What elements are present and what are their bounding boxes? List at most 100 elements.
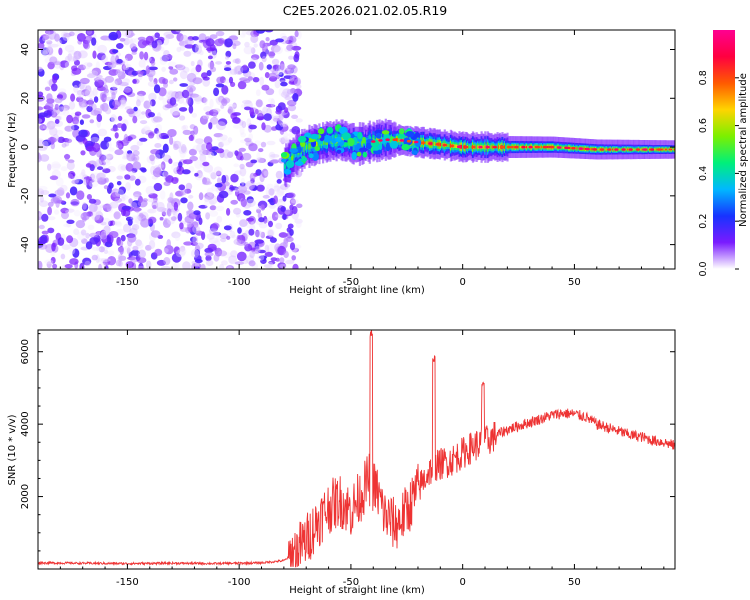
spectrogram-noise-blob (268, 204, 276, 209)
spectrogram-noise-blob (208, 169, 214, 175)
spectrogram-noise-blob (203, 164, 214, 173)
spectrogram-noise-blob (206, 233, 215, 240)
spectrogram-noise-blob (111, 91, 116, 100)
figure-title: C2E5.2026.021.02.05.R19 (283, 3, 448, 18)
spectrogram-noise-blob (241, 120, 247, 129)
spectrogram-noise-blob (74, 59, 80, 66)
snr-frame (37, 329, 676, 570)
spectrogram-signal-blob (405, 131, 415, 138)
spectrogram-signal-cell (309, 143, 312, 149)
spectrogram-noise-blob (89, 232, 99, 238)
spectrogram-noise-blob (286, 44, 294, 51)
spectrogram-noise-blob (180, 245, 186, 252)
spectrogram-signal-blob (326, 126, 334, 134)
spectrogram-noise-blob (61, 143, 67, 148)
spectrogram-signal-cell (625, 148, 628, 151)
spectrogram-noise-blob (137, 39, 147, 49)
spectrogram-noise-blob (268, 50, 275, 59)
spectrogram-noise-blob (198, 149, 207, 156)
spectrogram-noise-blob (38, 138, 44, 144)
spectrogram-noise-blob (190, 241, 198, 246)
spectrogram-noise-blob (154, 127, 159, 134)
spectrogram-noise-blob (247, 76, 253, 81)
spectrogram-signal-cell (411, 139, 414, 144)
spectrogram-xlabel: Height of straight line (km) (289, 285, 425, 296)
spectrogram-noise-blob (47, 227, 55, 234)
spectrogram-noise-blob (140, 120, 148, 125)
spectrogram-noise-blob (92, 142, 101, 153)
spectrogram-noise-blob (226, 151, 234, 158)
spectrogram-noise-blob (224, 38, 233, 48)
spectrogram-noise-blob (68, 101, 76, 110)
spectrogram-noise-blob (161, 265, 171, 269)
spectrogram-noise-blob (211, 230, 220, 236)
spectrogram-noise-blob (204, 198, 210, 208)
spectrogram-noise-blob (181, 125, 187, 131)
spectrogram-noise-blob (78, 99, 85, 109)
spectrogram-noise-blob (175, 30, 186, 33)
spectrogram-noise-blob (188, 105, 194, 114)
spectrogram-noise-blob (65, 209, 73, 214)
spectrogram-signal-cell (323, 140, 326, 145)
spectrogram-signal-blob (335, 136, 342, 143)
spectrogram-noise-blob (75, 220, 86, 229)
spectrogram-noise-blob (233, 163, 239, 168)
spectrogram-noise-blob (179, 83, 188, 87)
spectrogram-noise-blob (46, 93, 53, 101)
spectrogram-noise-blob (148, 73, 154, 82)
spectrogram-noise-blob (76, 33, 86, 42)
spectrogram-noise-blob (191, 112, 197, 118)
spectrogram-noise-blob (80, 77, 90, 85)
spectrogram-noise-blob (42, 140, 49, 149)
colorbar-gradient (713, 30, 735, 269)
spectrogram-signal-blob (289, 148, 299, 154)
spectrogram-noise-blob (175, 234, 180, 242)
spectrogram-noise-blob (165, 54, 173, 60)
spectrogram-noise-blob (172, 111, 181, 118)
spectrogram-noise-blob (88, 98, 94, 108)
spectrogram-noise-blob (239, 119, 244, 126)
spectrogram-signal-blob (342, 132, 351, 141)
spectrogram-noise-blob (133, 193, 140, 200)
spectrogram-noise-blob (190, 236, 197, 243)
spectrogram-noise-blob (293, 78, 301, 86)
spectrogram-noise-blob (121, 195, 129, 200)
spectrogram-noise-blob (171, 231, 181, 239)
spectrogram-signal-cell (307, 144, 310, 149)
spectrogram-noise-blob (55, 177, 64, 187)
spectrogram-noise-blob (66, 114, 73, 124)
spectrogram-noise-blob (73, 84, 79, 93)
spectrogram-noise-blob (166, 239, 171, 249)
spectrogram-signal-cell (583, 147, 586, 150)
spectrogram-signal-cell (433, 141, 436, 146)
spectrogram-noise-blob (47, 206, 52, 216)
spectrogram-noise-blob (107, 250, 115, 256)
spectrogram-noise-blob (273, 185, 281, 192)
spectrogram-signal-cell (397, 138, 400, 142)
spectrogram-noise-blob (89, 236, 99, 245)
spectrogram-noise-blob (230, 250, 238, 258)
spectrogram-noise-blob (296, 203, 303, 209)
spectrogram-noise-blob (242, 152, 252, 161)
spectrogram-noise-blob (95, 159, 102, 168)
spectrogram-signal-blob (401, 144, 410, 151)
spectrogram-noise-blob (282, 110, 290, 119)
spectrogram-noise-blob (42, 34, 49, 40)
spectrogram-noise-blob (184, 44, 195, 49)
spectrogram-noise-blob (107, 256, 117, 266)
spectrogram-noise-blob (163, 257, 171, 266)
spectrogram-noise-blob (254, 230, 263, 238)
snr-x-tick-label: -150 (116, 577, 139, 588)
spectrogram-signal-cell (447, 143, 450, 147)
spectrogram-signal-peak (421, 141, 426, 145)
spectrogram-signal-blob (357, 131, 363, 140)
spectrogram-noise-blob (95, 158, 102, 167)
spectrogram-signal-blob (311, 152, 319, 161)
spectrogram-noise-blob (153, 116, 163, 123)
spectrogram-noise-blob (54, 119, 60, 124)
spectrogram-noise-blob (226, 208, 231, 216)
spectrogram-noise-blob (58, 47, 63, 56)
spectrogram-noise-blob (114, 132, 119, 139)
spectrogram-signal-cell (302, 147, 305, 153)
spectrogram-noise-blob (52, 195, 62, 204)
